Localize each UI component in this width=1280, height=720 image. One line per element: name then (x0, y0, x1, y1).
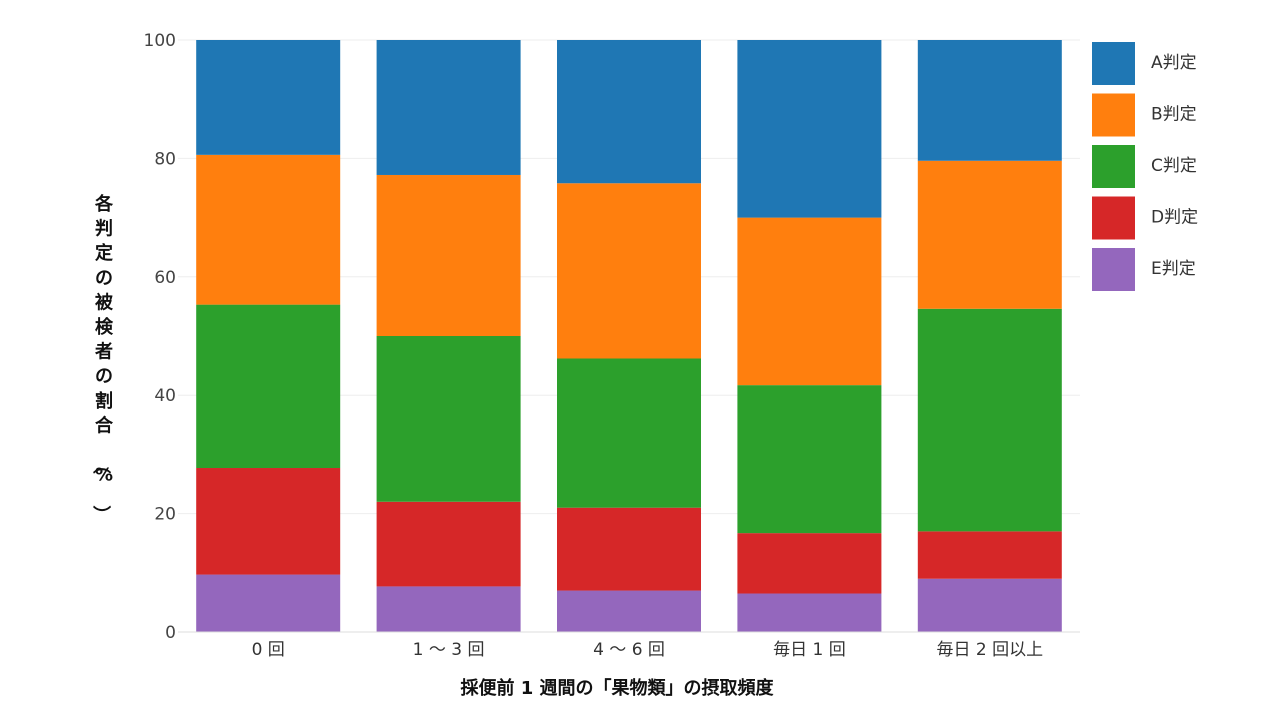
bar-segment (376, 501, 521, 587)
legend-item: A判定 (1092, 42, 1197, 85)
bar-segment (917, 578, 1062, 632)
bar-segment (737, 40, 882, 218)
y-tick-label: 80 (154, 149, 176, 169)
bar-segment (917, 160, 1062, 309)
legend-label: D判定 (1151, 208, 1198, 228)
legend-label: E判定 (1151, 259, 1196, 279)
x-tick-labels: 0 回 1 ～ 3 回 4 ～ 6 回 毎日 1 回 毎日 2 回以上 (252, 640, 1044, 660)
legend-item: D判定 (1092, 196, 1198, 240)
legend-item: E判定 (1092, 248, 1196, 291)
y-tick-label: 60 (154, 268, 176, 288)
legend-swatch (1092, 248, 1135, 291)
x-axis-title: 採便前 1 週間の「果物類」の摂取頻度 (460, 677, 774, 699)
bar-segment (737, 533, 882, 594)
y-tick-label: 20 (154, 505, 176, 525)
bar-segment (557, 358, 701, 508)
bar-segment (196, 40, 341, 155)
bar-segment (196, 574, 341, 632)
legend-label: C判定 (1151, 156, 1197, 176)
bar-segment (376, 40, 521, 175)
legend-item: B判定 (1092, 93, 1197, 137)
bar-segment (737, 217, 882, 386)
bar-segment (737, 385, 882, 534)
legend: A判定 B判定 C判定 D判定 E判定 (1092, 42, 1198, 291)
x-tick-label: 毎日 1 回 (773, 640, 846, 660)
bar-segment (196, 468, 341, 575)
bar-segment (376, 174, 521, 336)
bar-segment (557, 40, 701, 184)
x-tick-label: 毎日 2 回以上 (936, 640, 1043, 660)
bar-segment (376, 586, 521, 632)
x-tick-label: 4 ～ 6 回 (593, 640, 665, 660)
bar-segment (557, 507, 701, 591)
bar-segment (376, 336, 521, 502)
y-tick-label: 0 (165, 623, 176, 643)
x-tick-label: 1 ～ 3 回 (413, 640, 485, 660)
bar-segment (737, 593, 882, 632)
y-axis-title: 各判定の被検者の割合（%） (90, 193, 114, 523)
legend-item: C判定 (1092, 145, 1197, 188)
bar-segment (917, 531, 1062, 579)
bars (196, 40, 1062, 632)
legend-label: B判定 (1151, 105, 1197, 125)
y-tick-labels: 0 20 40 60 80 100 (144, 31, 176, 643)
y-tick-label: 100 (144, 31, 176, 51)
bar-segment (557, 183, 701, 359)
legend-swatch (1092, 93, 1135, 137)
bar-segment (196, 304, 341, 469)
bar-segment (196, 154, 341, 305)
legend-swatch (1092, 42, 1135, 85)
y-tick-label: 40 (154, 386, 176, 406)
bar-segment (557, 590, 701, 632)
legend-label: A判定 (1151, 53, 1197, 73)
x-tick-label: 0 回 (252, 640, 285, 660)
bar-segment (917, 40, 1062, 161)
bar-segment (917, 308, 1062, 532)
legend-swatch (1092, 196, 1135, 240)
legend-swatch (1092, 145, 1135, 188)
